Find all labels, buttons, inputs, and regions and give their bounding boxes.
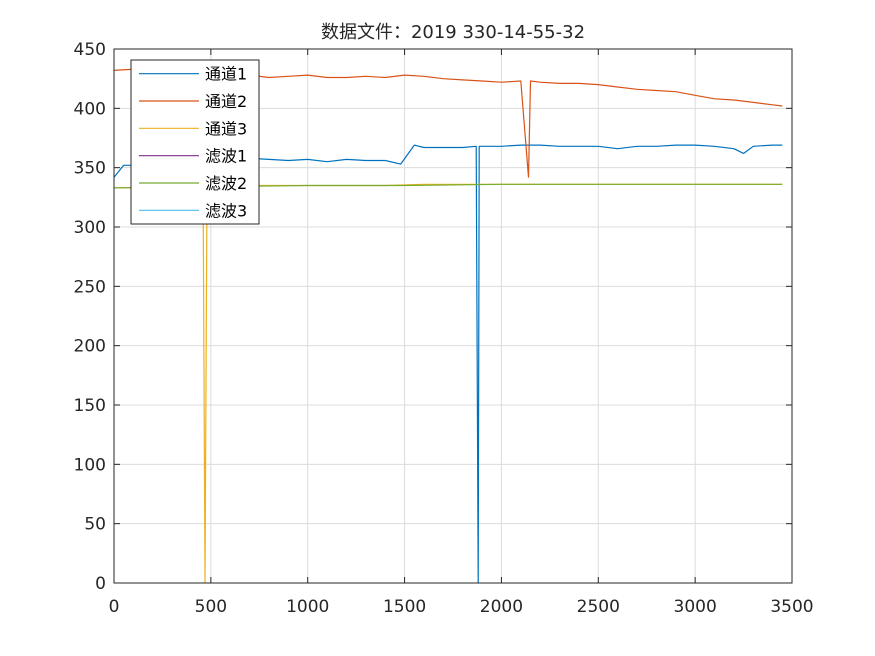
y-tick-label: 50 <box>84 515 106 535</box>
x-tick-label: 2500 <box>577 597 620 617</box>
y-tick-label: 0 <box>95 574 106 594</box>
y-tick-label: 100 <box>74 455 106 475</box>
legend-label-6: 滤波3 <box>205 201 247 220</box>
legend-label-2: 通道2 <box>205 92 247 111</box>
plot-frame <box>113 48 793 584</box>
y-tick-label: 250 <box>74 277 106 297</box>
y-tick-label: 450 <box>74 40 106 60</box>
x-tick-label: 3500 <box>770 597 813 617</box>
y-tick-label: 400 <box>74 99 106 119</box>
legend-label-5: 滤波2 <box>205 174 247 193</box>
x-tick-label: 3000 <box>674 597 717 617</box>
legend: 通道1 通道2 通道3 滤波1 滤波2 滤波3 <box>130 59 260 225</box>
y-tick-label: 350 <box>74 159 106 179</box>
x-tick-label: 0 <box>109 597 120 617</box>
legend-label-1: 通道1 <box>205 65 247 84</box>
y-tick-label: 300 <box>74 218 106 238</box>
legend-label-4: 滤波1 <box>205 147 247 166</box>
tick-layer: 0 500 1000 1500 2000 2500 3000 3500 0 50 100 150 200… <box>74 40 814 617</box>
chart-title: 数据文件：2019 330-14-55-32 <box>321 22 585 43</box>
y-tick-label: 150 <box>74 396 106 416</box>
x-tick-label: 500 <box>195 597 227 617</box>
x-tick-label: 2000 <box>480 597 523 617</box>
legend-label-3: 通道3 <box>205 119 247 138</box>
x-tick-label: 1500 <box>383 597 426 617</box>
x-tick-label: 1000 <box>286 597 329 617</box>
y-tick-label: 200 <box>74 337 106 357</box>
legend-box <box>130 59 260 225</box>
